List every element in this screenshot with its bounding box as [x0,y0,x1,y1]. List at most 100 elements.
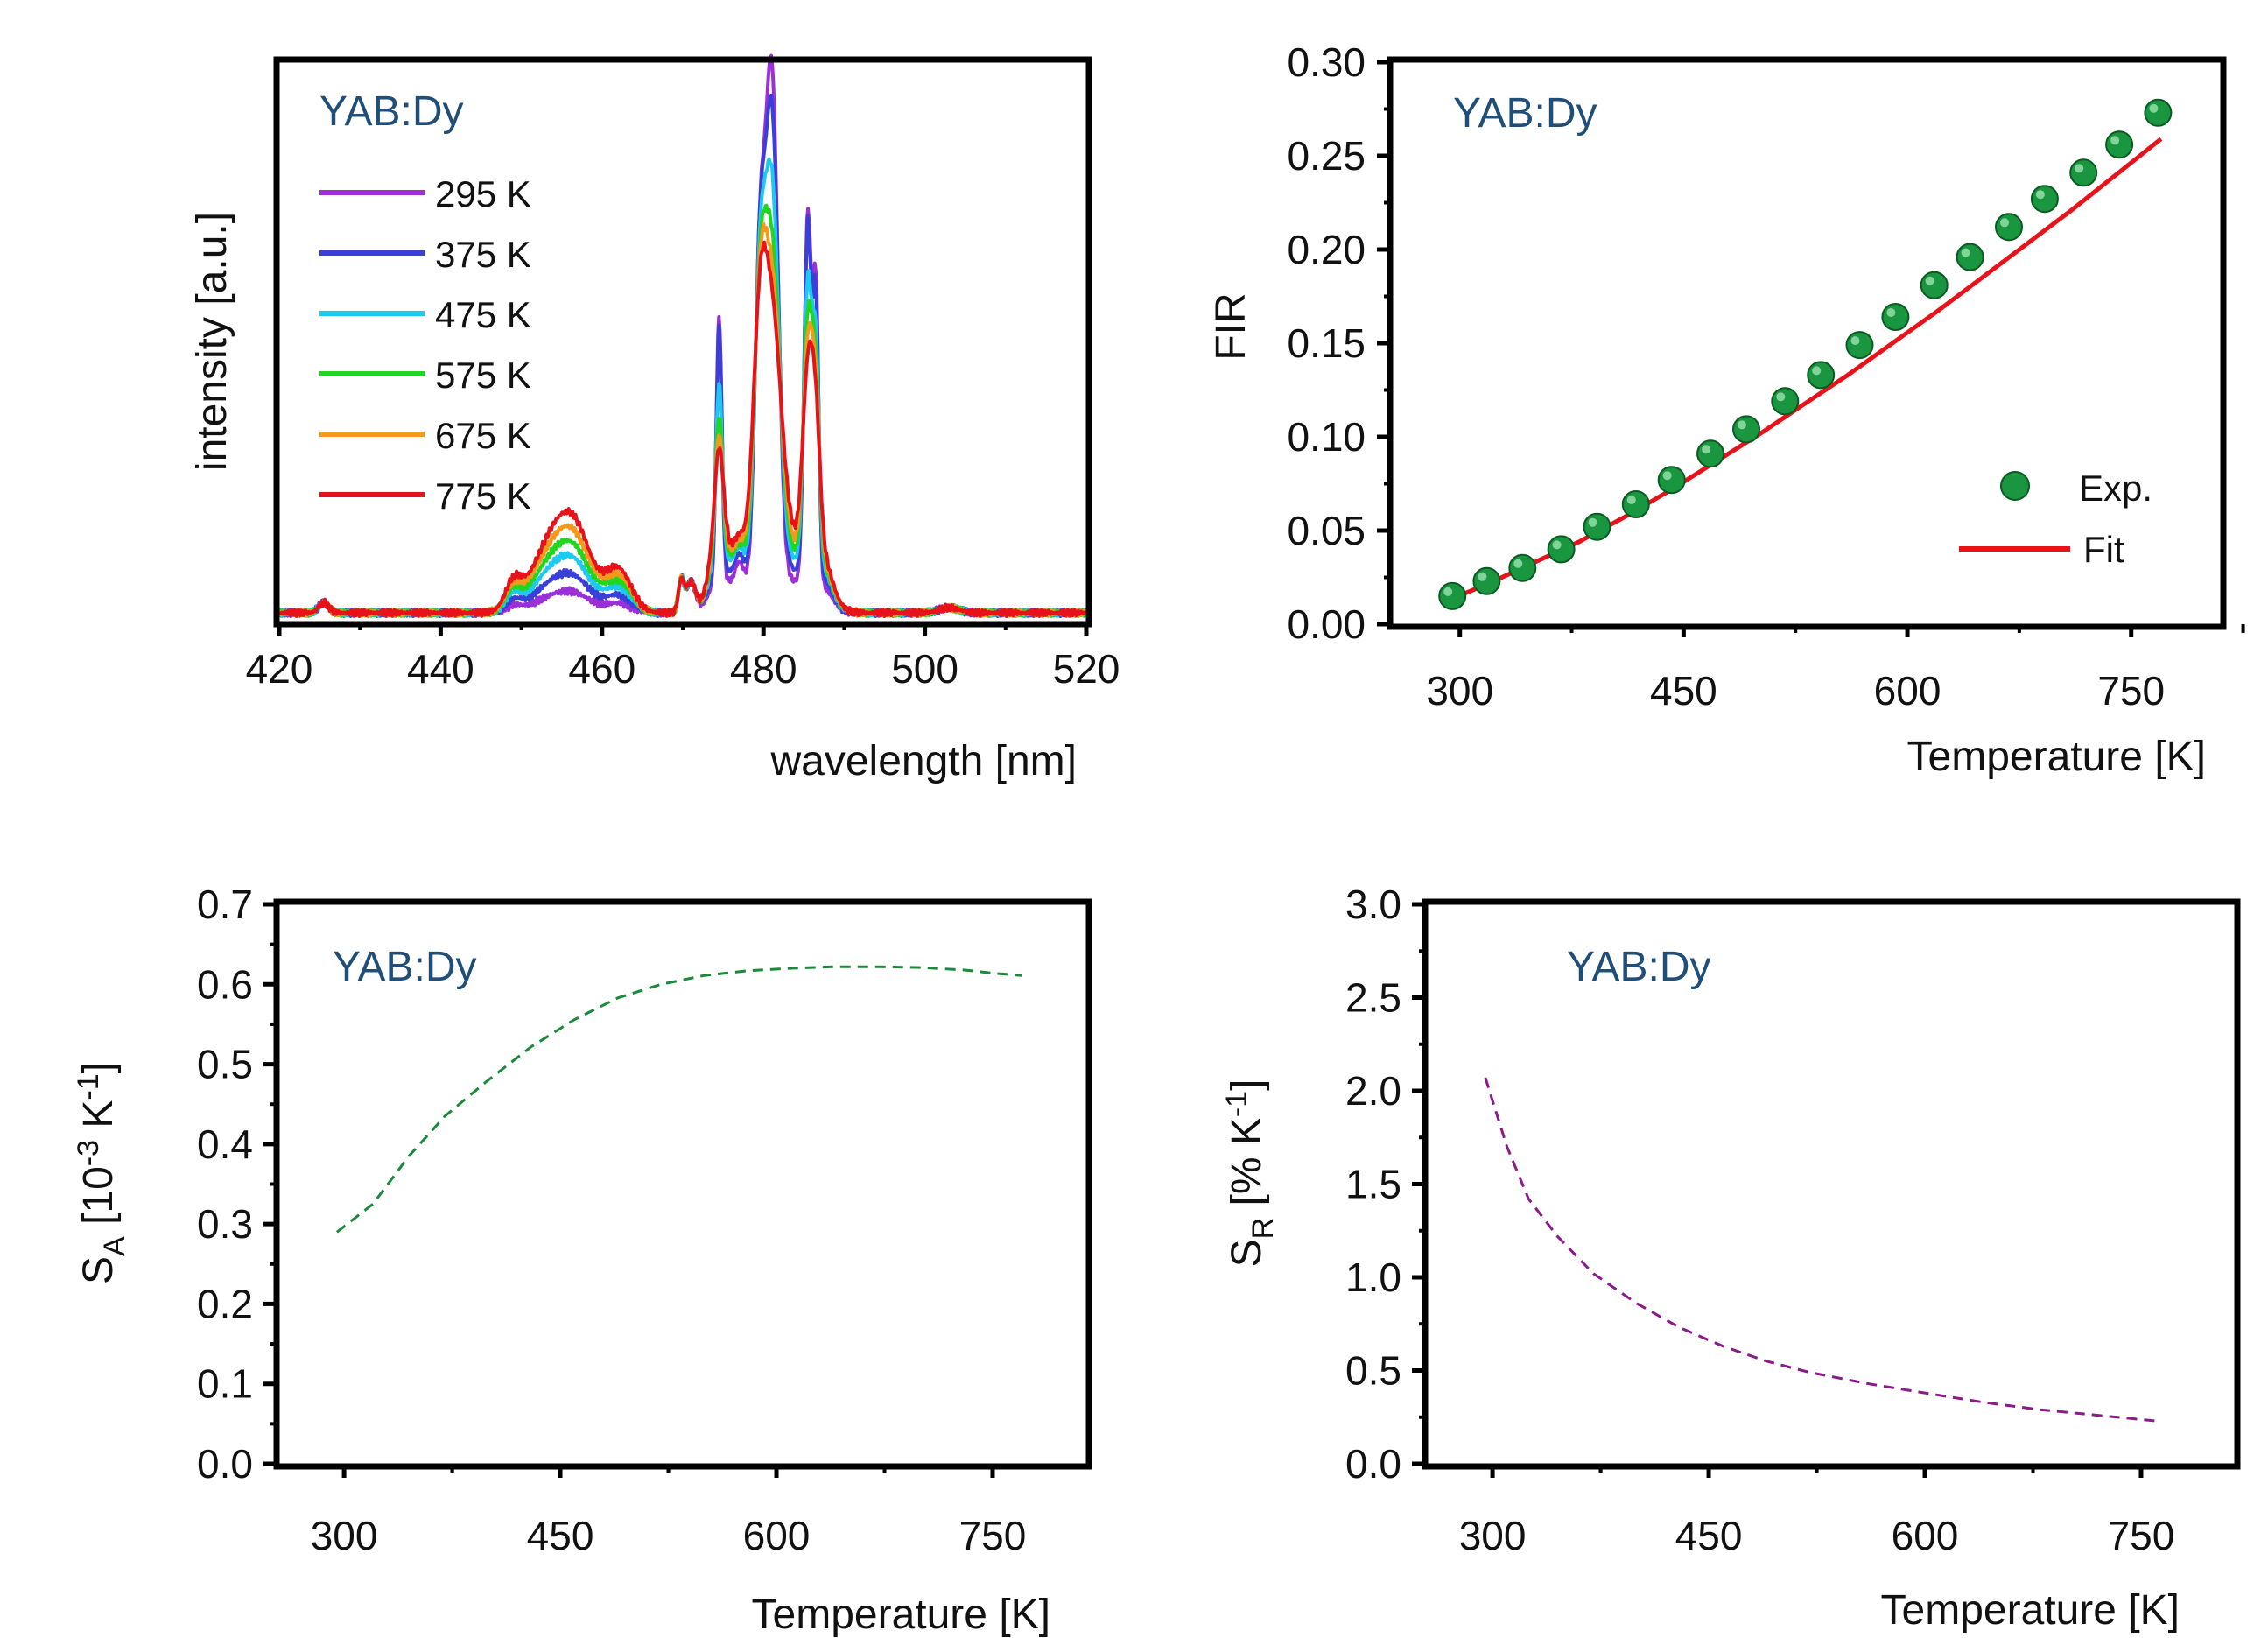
fir-exp-point [1438,581,1467,610]
spectra-legend: 295 K 375 K 475 K 575 K 675 K 775 K [319,173,531,517]
fir-ytick-label: 0.00 [1287,601,1366,647]
fir-ytick-label: 0.15 [1287,320,1366,366]
fir-exp-point-highlight [2000,218,2009,228]
sr-x-axis-label: Temperature [K] [1881,1587,2180,1634]
spectra-legend-label: 475 K [435,294,531,335]
fir-y-axis-label: FIR [1208,292,1254,360]
fir-legend-exp-label: Exp. [2079,467,2152,509]
fir-exp-point-highlight [1738,420,1746,430]
fir-exp-point-highlight [1588,517,1597,527]
fir-exp-point-highlight [1850,336,1860,346]
spectra-legend-label: 675 K [435,415,531,456]
fir-exp-point [1995,213,2023,242]
sr-axes: 300 450 600 750 0.0 0.5 1.0 1.5 2.0 2.5 3.0 [1345,882,2174,1558]
spectra-xtick-label: 420 [246,646,313,692]
fir-exp-point-highlight [2075,164,2084,173]
fir-xtick-label: 600 [1874,668,1941,714]
sr-y-axis-label: SR [% K-1] [1220,1079,1280,1268]
fir-exp-point-highlight [1626,496,1636,504]
sr-ytick-label: 3.0 [1345,882,1401,927]
fir-xtick-label: 750 [2097,668,2165,714]
fir-exp-point-highlight [2149,103,2159,113]
fir-exp-point [2069,158,2098,187]
fir-exp-point [1956,243,1984,271]
sr-ytick-label: 2.5 [1345,975,1401,1021]
sr-ytick-label: 0.0 [1345,1441,1401,1487]
spectra-panel: 420 440 460 480 500 520 YAB:Dy 295 K 375 K 475 … [189,53,1120,784]
spectra-x-axis-label: wavelength [nm] [769,738,1077,784]
fir-exp-point [1845,331,1874,360]
fir-exp-point-highlight [1513,559,1523,568]
fir-ytick-label: 0.25 [1287,133,1366,179]
sr-xtick-label: 450 [1675,1513,1743,1558]
fir-exp-points [1438,98,2173,610]
sr-xtick-label: 300 [1459,1513,1527,1558]
spectra-x-ticks: 420 440 460 480 500 520 [246,622,1120,692]
sa-xtick-label: 750 [959,1513,1027,1558]
sr-panel: 300 450 600 750 0.0 0.5 1.0 1.5 2.0 2.5 3.0 YAB:Dy… [1220,882,2241,1634]
sa-dashed-line [335,965,1022,1234]
spectrum-line-675K [277,221,1088,618]
fir-exp-point-highlight [2110,136,2120,145]
fir-xtick-label: 300 [1426,668,1493,714]
fir-exp-point [2105,130,2134,159]
sa-ytick-label: 0.6 [197,961,253,1007]
sa-y-axis-label: SA [10-3 K-1] [72,1062,131,1284]
sr-ytick-label: 2.0 [1345,1068,1401,1114]
sa-xtick-label: 600 [743,1513,811,1558]
spectra-legend-label: 375 K [435,234,531,275]
spectrum-line-775K [277,240,1087,618]
fir-ytick-label: 0.10 [1287,414,1366,460]
spectra-plot-frame [273,56,1092,628]
fir-exp-point-highlight [1662,471,1672,481]
sr-ytick-label: 1.5 [1345,1162,1401,1207]
sa-panel: 300 450 600 750 0.0 0.1 0.2 0.3 0.4 0.5 0.6 0.7 YAB… [72,882,1092,1638]
sa-ytick-label: 0.2 [197,1281,253,1326]
spectra-legend-label: 295 K [435,173,531,214]
sr-ytick-label: 0.5 [1345,1348,1401,1394]
fir-exp-point-highlight [1443,587,1453,596]
spectrum-line-295K [277,53,1088,619]
fir-exp-point-highlight [1478,572,1487,581]
fir-exp-point [1472,566,1501,595]
spectra-xtick-label: 520 [1053,646,1120,692]
fir-exp-point-highlight [2035,190,2045,200]
fir-exp-point [1881,303,1910,331]
sr-xtick-label: 600 [1892,1513,1959,1558]
fir-panel: 300 450 600 750 0.00 0.05 0.10 0.15 0.20 0.25 0.30… [1208,39,2245,780]
fir-ytick-label: 0.05 [1287,508,1366,553]
fir-x-axis-label: Temperature [K] [1907,734,2206,780]
spectrum-line-475K [277,157,1088,619]
fir-exp-point-highlight [1552,540,1562,550]
sr-dashed-line [1484,1077,2156,1423]
fir-legend-exp-marker [2000,471,2030,501]
spectra-xtick-label: 500 [891,646,958,692]
fir-ytick-label: 0.30 [1287,39,1366,85]
sa-ytick-label: 0.7 [197,882,253,927]
sa-xtick-label: 450 [527,1513,594,1558]
fir-exp-point [1807,361,1836,390]
fir-exp-point [1920,271,1949,299]
spectra-legend-label: 775 K [435,475,531,517]
sa-x-axis-label: Temperature [K] [752,1592,1050,1638]
sa-sample-label: YAB:Dy [333,944,476,990]
spectrum-line-575K [277,203,1088,619]
sa-ytick-label: 0.0 [197,1441,253,1487]
spectra-y-axis-label: intensity [a.u.] [189,212,235,471]
sa-ytick-label: 0.1 [197,1361,253,1407]
fir-exp-point [1547,535,1576,564]
fir-xtick-label: 450 [1650,668,1717,714]
fir-exp-point [1621,490,1650,518]
fir-sample-label: YAB:Dy [1453,90,1597,137]
spectra-xtick-label: 440 [407,646,474,692]
fir-exp-point-highlight [1925,276,1934,285]
fir-axes: 300 450 600 750 0.00 0.05 0.10 0.15 0.20 0.25 0.30 [1287,39,2245,714]
sa-ytick-label: 0.4 [197,1121,253,1167]
fir-exp-point [1696,439,1725,468]
spectra-xtick-label: 480 [730,646,797,692]
sa-xtick-label: 300 [311,1513,378,1558]
spectra-sample-label: YAB:Dy [319,88,463,135]
fir-exp-point [1657,466,1686,495]
spectra-xtick-label: 460 [568,646,635,692]
